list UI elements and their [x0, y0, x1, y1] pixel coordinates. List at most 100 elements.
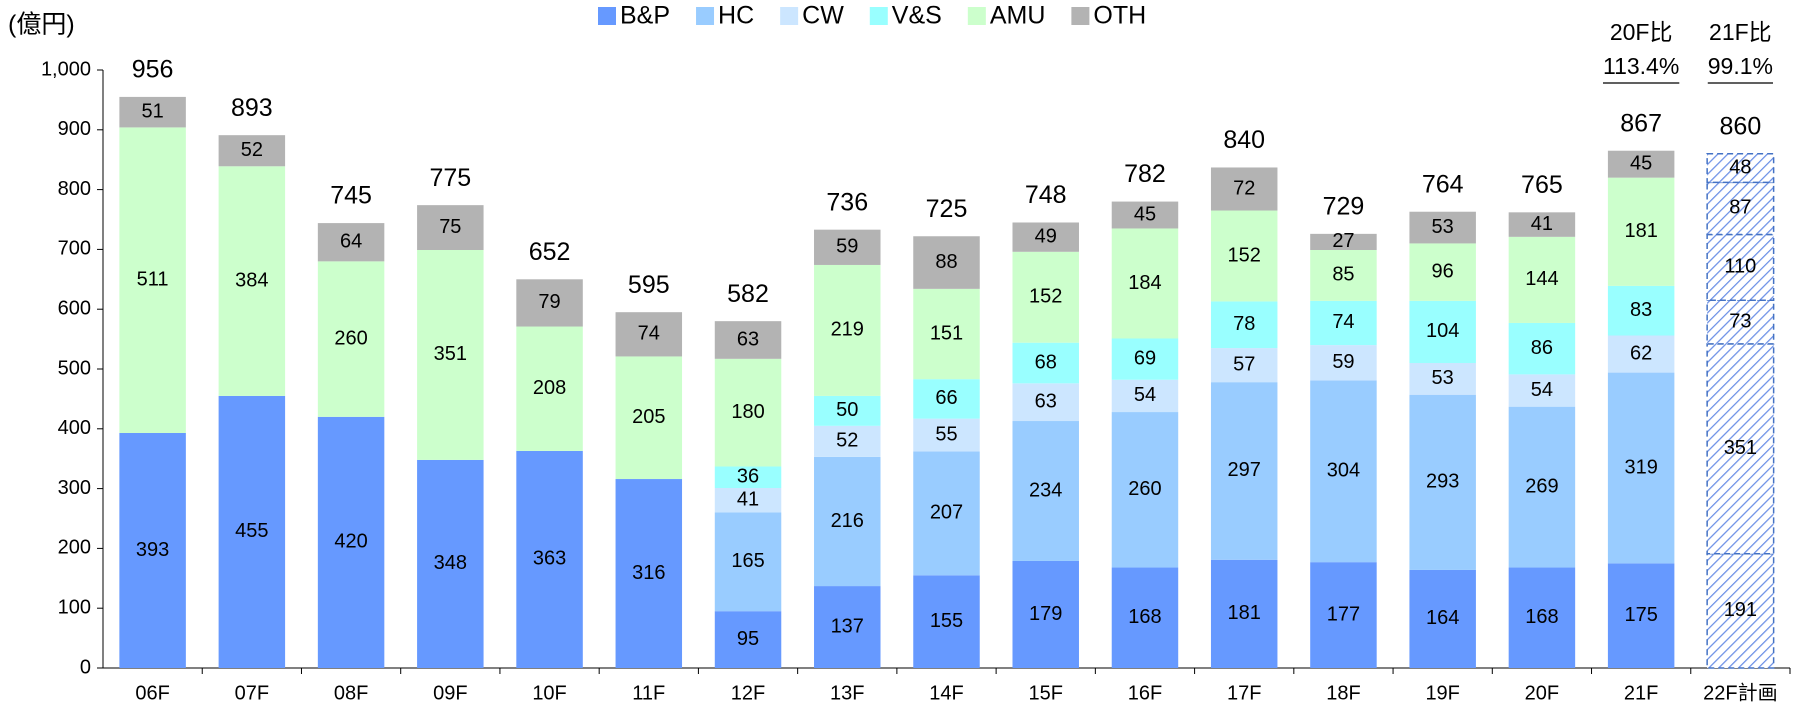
y-tick-label: 600	[58, 297, 91, 319]
segment-label: 177	[1327, 603, 1360, 625]
segment-label: 48	[1729, 156, 1751, 178]
x-tick-label: 19F	[1425, 682, 1459, 704]
segment-label: 269	[1525, 475, 1558, 497]
segment-label: 319	[1624, 456, 1657, 478]
bar-segment	[317, 416, 385, 668]
segment-label: 511	[137, 268, 169, 290]
segment-label: 64	[340, 231, 362, 253]
segment-label: 45	[1134, 203, 1156, 225]
segment-label: 180	[731, 401, 764, 423]
bar-segment	[1607, 563, 1675, 668]
segment-label: 54	[1531, 379, 1553, 401]
bar-segment	[1409, 394, 1476, 570]
bar-segment	[1012, 222, 1079, 252]
legend-swatch	[1071, 7, 1090, 25]
legend-swatch	[869, 7, 888, 25]
segment-label: 110	[1724, 256, 1756, 278]
bar-segment	[714, 488, 782, 513]
segment-label: 205	[632, 406, 665, 428]
bar-segment	[317, 261, 385, 417]
bar-segment	[1012, 560, 1079, 668]
x-tick-label: 10F	[532, 682, 566, 704]
segment-label: 216	[831, 510, 864, 532]
bar-segment	[1409, 569, 1476, 668]
legend-swatch	[780, 7, 799, 25]
bar-segment	[1012, 383, 1079, 422]
segment-label: 52	[241, 139, 263, 161]
x-tick-label: 14F	[929, 682, 963, 704]
annotation-title: 21F比	[1709, 19, 1772, 45]
total-label: 860	[1720, 112, 1762, 140]
segment-label: 59	[836, 236, 858, 258]
segment-label: 96	[1432, 260, 1454, 282]
segment-label: 85	[1332, 264, 1354, 286]
total-label: 956	[132, 56, 174, 84]
annotation-title: 20F比	[1610, 19, 1673, 45]
segment-label: 144	[1525, 268, 1558, 290]
bar-segment	[714, 611, 782, 668]
bar-segment	[1706, 152, 1775, 184]
segment-label: 168	[1128, 606, 1161, 628]
legend-label: HC	[718, 2, 754, 30]
segment-label: 62	[1630, 342, 1652, 364]
bar-segment	[1607, 285, 1675, 336]
segment-label: 293	[1426, 471, 1459, 493]
y-tick-label: 800	[58, 178, 91, 200]
segment-label: 191	[1724, 599, 1757, 621]
segment-label: 86	[1531, 337, 1553, 359]
bar-segment	[1111, 379, 1179, 413]
segment-label: 164	[1426, 607, 1459, 629]
segment-label: 168	[1525, 606, 1558, 628]
total-label: 765	[1521, 171, 1563, 199]
bar-segment	[417, 459, 484, 668]
segment-label: 88	[935, 251, 957, 273]
bar-segment	[516, 279, 583, 327]
total-label: 764	[1422, 170, 1464, 198]
total-label: 736	[826, 188, 868, 216]
segment-label: 155	[930, 610, 963, 632]
legend-label: B&P	[620, 2, 670, 30]
segment-label: 420	[334, 531, 367, 553]
bar-segment	[814, 264, 881, 396]
bar-segment	[1508, 374, 1576, 407]
y-tick-label: 1,000	[41, 58, 91, 80]
x-tick-label: 20F	[1525, 682, 1559, 704]
bar-segment	[516, 326, 583, 451]
bar-segment	[714, 466, 782, 489]
total-label: 782	[1124, 160, 1166, 188]
x-tick-label: 13F	[830, 682, 864, 704]
segment-label: 181	[1624, 220, 1657, 242]
segment-label: 184	[1128, 272, 1161, 294]
segment-label: 455	[235, 520, 268, 542]
segment-label: 351	[1724, 437, 1757, 459]
bar-segment	[1508, 212, 1576, 237]
y-tick-label: 900	[58, 118, 91, 140]
segment-label: 55	[935, 423, 957, 445]
segment-label: 53	[1432, 367, 1454, 389]
total-label: 893	[231, 94, 273, 122]
x-tick-label: 17F	[1227, 682, 1261, 704]
segment-label: 57	[1233, 353, 1255, 375]
segment-label: 63	[737, 328, 759, 350]
y-tick-label: 300	[58, 477, 91, 499]
x-tick-label: 22F計画	[1703, 681, 1777, 704]
bar-segment	[218, 395, 286, 668]
segment-label: 234	[1029, 479, 1062, 501]
bar-segment	[218, 166, 286, 396]
segment-label: 137	[831, 615, 864, 637]
x-tick-label: 08F	[334, 682, 368, 704]
segment-label: 68	[1035, 351, 1057, 373]
total-label: 867	[1620, 109, 1662, 137]
bar-segment	[1111, 201, 1179, 229]
bar-segment	[913, 451, 980, 576]
bar-segment	[814, 586, 881, 668]
segment-label: 152	[1029, 286, 1062, 308]
segment-label: 207	[930, 502, 963, 524]
segment-label: 75	[439, 216, 461, 238]
bar-segment	[317, 223, 385, 262]
segment-label: 73	[1729, 310, 1751, 332]
y-tick-label: 500	[58, 357, 91, 379]
segment-label: 151	[930, 322, 963, 344]
total-label: 840	[1223, 126, 1265, 154]
segment-label: 297	[1228, 459, 1261, 481]
